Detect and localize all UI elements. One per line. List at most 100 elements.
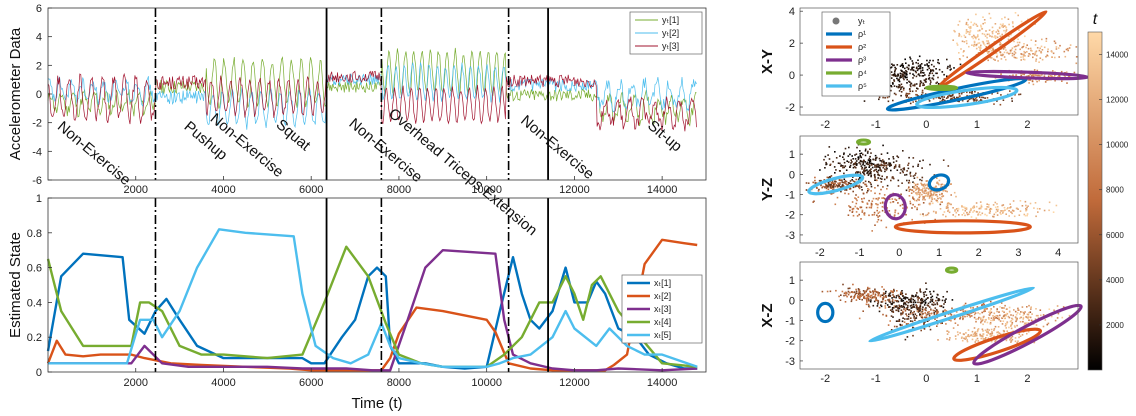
scatter-point	[925, 307, 927, 309]
scatter-point	[965, 337, 968, 339]
scatter-point	[866, 202, 869, 205]
scatter-point	[836, 186, 839, 188]
scatter-point	[1027, 205, 1029, 207]
scatter-point	[945, 215, 947, 218]
scatter-point	[900, 305, 903, 307]
scatter-point	[925, 282, 927, 284]
scatter-point	[1034, 202, 1037, 204]
scatter-point	[928, 313, 930, 315]
scatter-point	[1054, 42, 1057, 44]
scatter-point	[864, 183, 866, 186]
scatter-point	[952, 214, 954, 216]
scatter-point	[915, 61, 917, 64]
scatter-point	[880, 304, 882, 306]
scatter-point	[857, 208, 859, 210]
scatter-point	[1057, 47, 1060, 49]
scatter-point	[985, 46, 987, 48]
scatter-point	[1008, 215, 1010, 217]
scatter-point	[855, 153, 858, 155]
scatter-point	[883, 197, 886, 200]
scatter-point	[1034, 52, 1037, 54]
scatter-point	[851, 155, 853, 157]
scatter-point	[922, 215, 925, 217]
scatter-point	[894, 198, 896, 201]
scatter-point	[978, 46, 980, 48]
scatter-point	[821, 186, 823, 189]
scatter-point	[941, 322, 943, 324]
scatter-point	[997, 208, 1000, 211]
scatter-point	[922, 213, 924, 215]
ellipse-Y-Z-4	[855, 138, 872, 146]
scatter-point	[1035, 50, 1038, 52]
scatter-point	[966, 100, 969, 103]
scatter-point	[904, 296, 906, 299]
scatter-point	[977, 214, 979, 216]
scatter-point	[900, 298, 903, 300]
scatter-point	[857, 293, 860, 296]
scatter-point	[1000, 43, 1002, 45]
scatter-point	[882, 164, 884, 167]
scatter-point	[900, 168, 902, 171]
scatter-point	[929, 59, 931, 62]
scatter-point	[906, 206, 908, 209]
scatter-point	[934, 303, 936, 306]
scatter-point	[912, 197, 914, 200]
scatter-point	[1019, 313, 1021, 315]
scatter-point	[852, 163, 855, 166]
scatter-point	[858, 289, 861, 291]
scatter-point	[969, 27, 971, 30]
scatter-point	[957, 96, 960, 99]
scatter-point	[863, 173, 866, 176]
accel-xtick-label: 8000	[387, 184, 411, 196]
scatter-point	[857, 292, 859, 295]
scatter-point	[936, 195, 939, 198]
scatter-point	[1030, 39, 1033, 41]
scatter-point	[930, 81, 932, 83]
scatter-point	[961, 40, 964, 43]
scatter-point	[880, 188, 882, 191]
scatter-point	[843, 158, 845, 161]
scatter-point	[982, 318, 984, 320]
scatter-point	[896, 155, 898, 157]
scatter-point	[987, 331, 989, 333]
scatter-point	[919, 195, 921, 198]
scatter-point	[866, 172, 868, 175]
scatter-point	[1075, 56, 1078, 58]
scatter-point	[917, 203, 920, 206]
scatter-point	[900, 91, 903, 93]
scatter-point	[912, 63, 914, 65]
scatter-point	[946, 203, 949, 206]
scatter-point	[885, 314, 888, 317]
scatter-point	[986, 97, 989, 99]
scatter-point	[975, 217, 978, 219]
accel-xtick-label: 2000	[123, 184, 147, 196]
scatter-point	[825, 187, 828, 190]
scatter-point	[928, 67, 931, 69]
scatter-point	[856, 199, 858, 202]
scatter-point	[1041, 38, 1043, 41]
scatter-point	[874, 154, 877, 157]
scatter-point	[839, 299, 842, 301]
scatter-point	[1028, 53, 1030, 55]
scatter-point	[999, 103, 1002, 106]
scatter-point	[900, 299, 903, 302]
scatter-point	[907, 164, 909, 166]
scatter-point	[875, 197, 877, 200]
scatter-point	[1036, 80, 1038, 83]
scatter-point	[867, 159, 870, 161]
scatter-point	[875, 157, 877, 160]
scatter-point	[880, 301, 883, 303]
scatter-point	[997, 30, 1000, 33]
scatter-point	[878, 215, 881, 217]
scatter-point	[922, 82, 925, 85]
scatter-point	[885, 162, 888, 164]
scatter-point	[948, 319, 951, 321]
scatter-point	[851, 211, 854, 213]
scatter-point	[862, 182, 865, 184]
scatter-point	[928, 311, 930, 313]
scatter-point	[889, 162, 892, 165]
scatter-point	[1021, 306, 1024, 308]
scatter-point	[1018, 336, 1020, 339]
scatter-point	[820, 179, 822, 182]
scatter-xtick-label: 2	[1024, 373, 1030, 385]
